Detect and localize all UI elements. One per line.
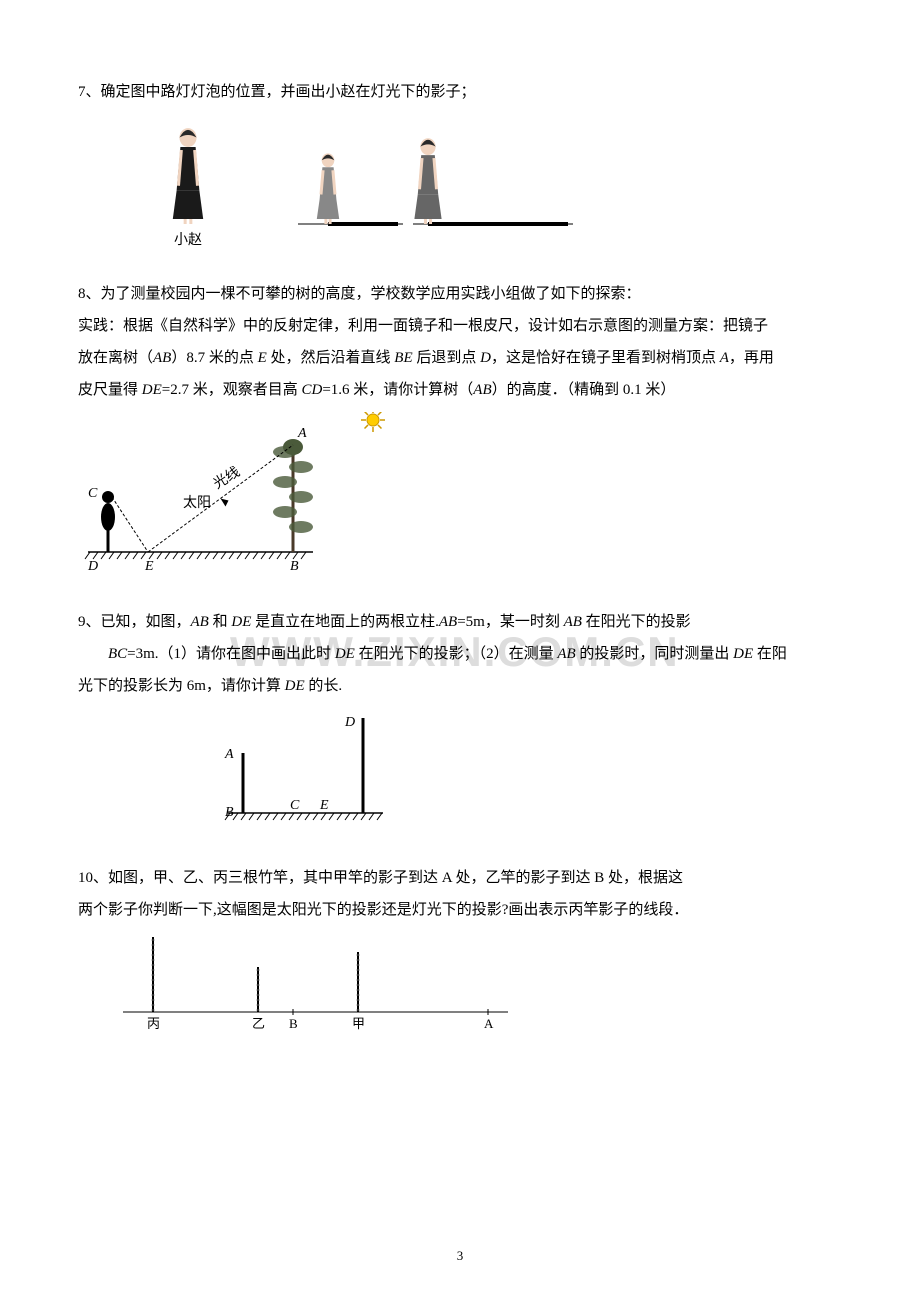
page-number: 3: [457, 1246, 464, 1267]
t: DE: [733, 646, 753, 662]
t: DE: [142, 382, 162, 398]
svg-text:B: B: [225, 805, 234, 820]
q9-line1: 9、已知，如图，AB 和 DE 是直立在地面上的两根立柱.AB=5m，某一时刻 …: [78, 610, 842, 634]
t: AB: [191, 614, 209, 630]
svg-text:光线: 光线: [211, 464, 243, 492]
t: AB: [557, 646, 575, 662]
q8-line3: 放在离树（AB）8.7 米的点 E 处，然后沿着直线 BE 后退到点 D，这是恰…: [78, 346, 842, 370]
svg-text:太阳: 太阳: [183, 495, 211, 511]
t: 是直立在地面上的两根立柱.: [251, 614, 439, 630]
svg-text:丙: 丙: [147, 1016, 160, 1031]
svg-text:A: A: [297, 426, 307, 441]
svg-text:C: C: [290, 798, 300, 813]
t: 和: [209, 614, 232, 630]
q7-text: 7、确定图中路灯灯泡的位置，并画出小赵在灯光下的影子；: [78, 80, 842, 104]
t: ）的高度．（精确到 0.1 米）: [492, 382, 676, 398]
svg-text:甲: 甲: [352, 1016, 365, 1031]
q10-line1: 10、如图，甲、乙、丙三根竹竿，其中甲竿的影子到达 A 处，乙竿的影子到达 B …: [78, 866, 842, 890]
svg-text:C: C: [88, 486, 98, 501]
q10-figure: 丙乙甲BA: [108, 932, 842, 1050]
q10-line2: 两个影子你判断一下,这幅图是太阳光下的投影还是灯光下的投影?画出表示丙竿影子的线…: [78, 898, 842, 922]
t: D: [480, 350, 491, 366]
t: =1.6 米，请你计算树（: [322, 382, 473, 398]
q8-line4: 皮尺量得 DE=2.7 米，观察者目高 CD=1.6 米，请你计算树（AB）的高…: [78, 378, 842, 402]
t: A: [720, 350, 729, 366]
svg-text:A: A: [224, 747, 234, 762]
t: 后退到点: [413, 350, 481, 366]
t: ）8.7 米的点: [171, 350, 257, 366]
t: =5m，某一时刻: [457, 614, 563, 630]
t: DE: [335, 646, 355, 662]
svg-text:B: B: [289, 1016, 298, 1031]
svg-text:A: A: [484, 1016, 494, 1031]
t: DE: [231, 614, 251, 630]
q8-figure: A B C D E 太阳光线: [78, 412, 842, 590]
t: AB: [564, 614, 582, 630]
t: AB: [473, 382, 491, 398]
t: =3m.（1）请你在图中画出此时: [127, 646, 335, 662]
t: ，这是恰好在镜子里看到树梢顶点: [491, 350, 720, 366]
svg-text:小赵: 小赵: [174, 232, 202, 248]
t: ，再用: [729, 350, 774, 366]
t: 放在离树（: [78, 350, 153, 366]
svg-text:B: B: [290, 559, 299, 574]
t: =2.7 米，观察者目高: [162, 382, 302, 398]
t: 9、已知，如图，: [78, 614, 191, 630]
t: 在阳光下的投影: [582, 614, 691, 630]
t: 在阳: [753, 646, 787, 662]
t: CD: [301, 382, 322, 398]
t: AB: [439, 614, 457, 630]
svg-text:乙: 乙: [252, 1016, 265, 1031]
t: 的投影时，同时测量出: [576, 646, 734, 662]
q8-line2: 实践：根据《自然科学》中的反射定律，利用一面镜子和一根皮尺，设计如右示意图的测量…: [78, 314, 842, 338]
svg-text:D: D: [344, 715, 355, 730]
t: DE: [285, 678, 305, 694]
t: BC: [108, 646, 127, 662]
t: E: [258, 350, 267, 366]
t: BE: [394, 350, 412, 366]
t: 处，然后沿着直线: [267, 350, 395, 366]
q7-figure: 小赵: [118, 114, 842, 262]
t: 的长.: [305, 678, 343, 694]
t: AB: [153, 350, 171, 366]
q8-line1: 8、为了测量校园内一棵不可攀的树的高度，学校数学应用实践小组做了如下的探索：: [78, 282, 842, 306]
q9-line3: 光下的投影长为 6m，请你计算 DE 的长.: [78, 674, 842, 698]
q9-figure: A B C D E: [148, 708, 842, 846]
q9-line2: BC=3m.（1）请你在图中画出此时 DE 在阳光下的投影；（2）在测量 AB …: [78, 642, 842, 666]
svg-text:D: D: [87, 559, 98, 574]
t: 在阳光下的投影；（2）在测量: [355, 646, 558, 662]
t: 皮尺量得: [78, 382, 142, 398]
svg-text:E: E: [144, 559, 154, 574]
svg-text:E: E: [319, 798, 329, 813]
t: 光下的投影长为 6m，请你计算: [78, 678, 285, 694]
